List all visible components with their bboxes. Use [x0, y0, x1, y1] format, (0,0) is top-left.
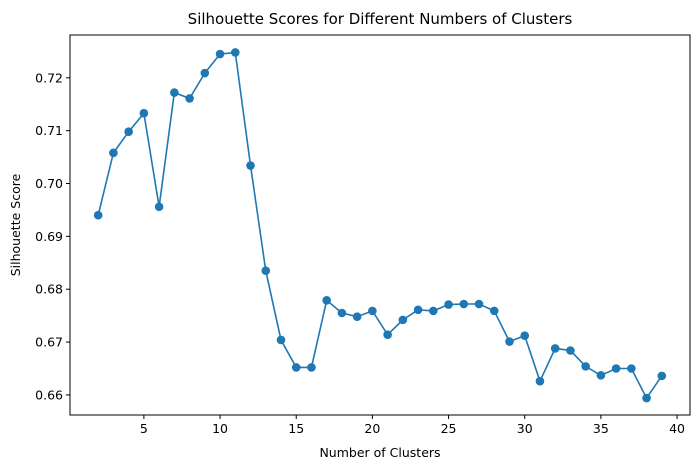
data-point	[368, 306, 377, 316]
data-point	[322, 296, 331, 305]
y-tick-label: 0.69	[35, 229, 63, 244]
data-point	[596, 371, 606, 380]
data-point	[642, 393, 651, 403]
data-point	[383, 330, 392, 339]
x-tick-label: 35	[593, 421, 609, 436]
y-axis-label: Silhouette Score	[8, 173, 23, 276]
y-tick-label: 0.66	[35, 387, 63, 402]
data-point	[581, 362, 590, 371]
x-tick-label: 5	[140, 421, 148, 436]
data-point	[109, 148, 118, 158]
x-tick-label: 20	[364, 421, 380, 436]
data-point	[657, 371, 667, 381]
data-point	[154, 202, 164, 212]
y-tick-label: 0.71	[35, 123, 63, 138]
data-point	[200, 68, 210, 78]
x-axis-ticks: 5 10 15 20 25 30 35 40	[140, 415, 685, 436]
data-point	[170, 88, 179, 97]
y-tick-label: 0.67	[35, 335, 63, 350]
data-point	[246, 161, 255, 170]
data-point	[474, 299, 484, 309]
plot-frame	[69, 34, 691, 416]
x-tick-label: 30	[517, 421, 533, 436]
data-point	[429, 306, 438, 316]
data-point	[566, 346, 575, 355]
data-point	[505, 337, 514, 346]
plot-area	[93, 48, 667, 403]
data-point	[230, 48, 240, 57]
data-point	[276, 335, 286, 345]
y-tick-label: 0.72	[35, 70, 63, 85]
data-point	[444, 300, 453, 309]
data-point	[459, 299, 469, 309]
x-axis-label: Number of Clusters	[319, 445, 440, 460]
x-tick-label: 25	[441, 421, 457, 436]
x-tick-label: 40	[669, 421, 685, 436]
x-tick-label: 15	[288, 421, 304, 436]
data-point	[520, 331, 530, 341]
y-tick-label: 0.68	[35, 282, 63, 297]
data-point	[611, 364, 621, 373]
data-point	[215, 49, 225, 59]
y-axis-ticks: 0.66 0.67 0.68 0.69 0.70 0.71 0.72	[35, 70, 70, 402]
data-point	[550, 344, 560, 353]
chart-title: Silhouette Scores for Different Numbers …	[188, 10, 573, 28]
data-point	[352, 312, 362, 321]
data-point	[627, 364, 636, 373]
data-point	[185, 94, 194, 103]
data-point	[139, 108, 149, 118]
data-point	[535, 376, 545, 386]
data-point	[398, 315, 408, 325]
data-point	[413, 305, 423, 315]
data-point	[291, 363, 301, 372]
data-point	[261, 266, 271, 276]
data-point	[307, 363, 316, 372]
data-point	[337, 308, 347, 318]
data-point	[489, 306, 499, 316]
x-tick-label: 10	[212, 421, 228, 436]
data-point	[93, 210, 103, 220]
y-tick-label: 0.70	[35, 176, 63, 191]
data-point	[124, 127, 133, 137]
